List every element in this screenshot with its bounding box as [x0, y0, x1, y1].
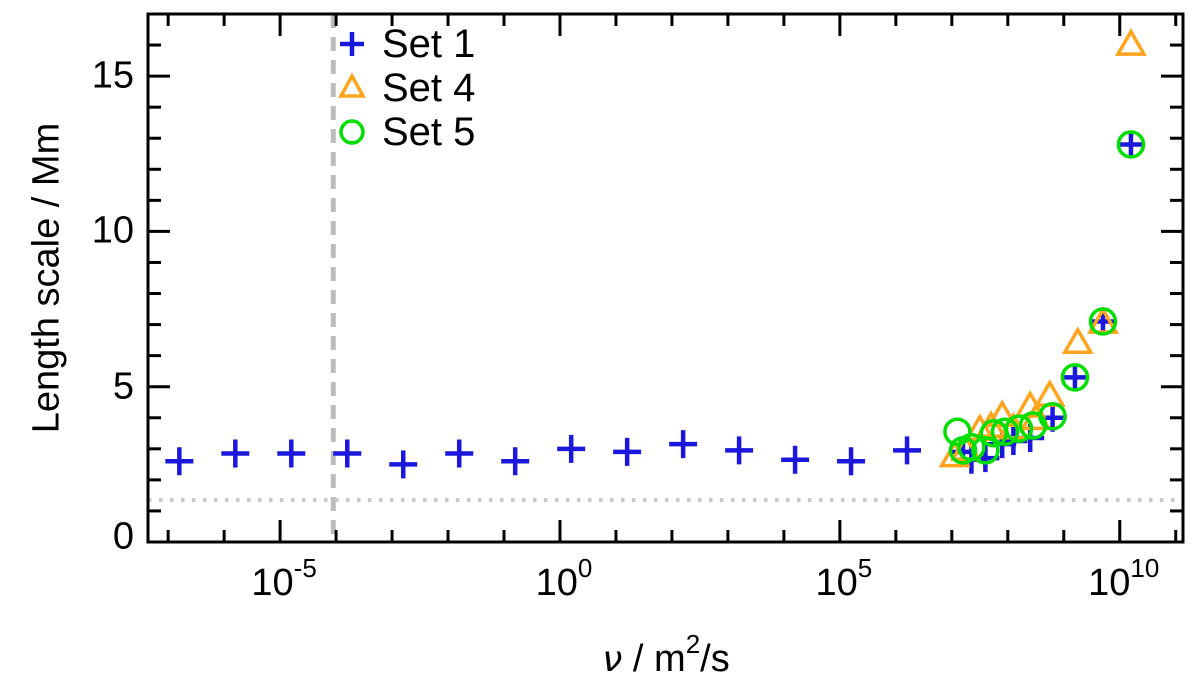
plus-marker: [837, 447, 866, 476]
triangle-marker: [1114, 28, 1147, 56]
plot-frame: [146, 12, 1185, 544]
circle-marker: [957, 433, 986, 462]
circle-marker: [1116, 130, 1146, 159]
legend-label-set1: Set 1: [382, 21, 476, 66]
circle-marker: [1060, 363, 1090, 392]
plus-marker: [389, 450, 418, 479]
triangle-marker: [1033, 379, 1066, 407]
legend-label-set5: Set 5: [382, 109, 476, 154]
y-tick-label: 5: [112, 365, 134, 408]
x-axis-title-exponent: 2: [685, 629, 701, 660]
x-axis-title: ν / m2/s: [602, 631, 730, 681]
circle-marker: [1088, 307, 1118, 336]
y-axis-title: Length scale / Mm: [25, 122, 68, 434]
plus-marker-icon: [340, 32, 364, 56]
y-tick-label: 10: [91, 209, 134, 252]
plus-marker: [165, 447, 194, 476]
plus-marker: [277, 439, 306, 468]
series-set-4-markers: [938, 28, 1147, 468]
plus-marker: [557, 434, 586, 463]
circle-marker: [1004, 414, 1034, 443]
plus-marker: [893, 436, 922, 465]
circle-marker-icon: [339, 119, 365, 145]
series-set-5-markers: [943, 130, 1146, 465]
plus-marker: [781, 445, 810, 474]
plus-marker: [333, 439, 362, 468]
circle-marker: [1038, 401, 1067, 431]
legend-item-set5: Set 5: [330, 110, 475, 154]
triangle-marker: [1086, 306, 1119, 334]
plus-marker: [501, 447, 530, 476]
plus-marker: [669, 430, 698, 459]
x-tick-label: 105: [815, 553, 873, 604]
legend-label-set4: Set 4: [382, 65, 476, 110]
plus-marker: [221, 439, 250, 468]
triangle-marker-icon: [338, 72, 366, 98]
x-axis-title-mid: / m: [622, 638, 686, 680]
x-tick-label: 10-5: [251, 553, 317, 604]
plus-marker: [1116, 130, 1145, 159]
legend: Set 1 Set 4 Set 5: [330, 22, 475, 154]
x-axis-title-nu: ν: [602, 639, 623, 680]
triangle-marker: [1061, 326, 1094, 355]
x-axis-title-suffix: /s: [700, 638, 730, 680]
plus-marker: [445, 439, 474, 468]
x-tick-label: 100: [535, 553, 593, 604]
plus-marker: [1060, 363, 1089, 392]
plus-marker: [613, 437, 642, 466]
circle-marker: [990, 417, 1020, 446]
y-tick-label: 0: [112, 515, 134, 558]
circle-marker: [943, 417, 972, 446]
legend-item-set1: Set 1: [330, 22, 475, 66]
x-tick-label: 1010: [1088, 553, 1160, 604]
plus-marker: [725, 436, 754, 465]
legend-item-set4: Set 4: [330, 66, 475, 110]
circle-marker: [971, 436, 1000, 465]
y-tick-label: 15: [91, 54, 134, 97]
